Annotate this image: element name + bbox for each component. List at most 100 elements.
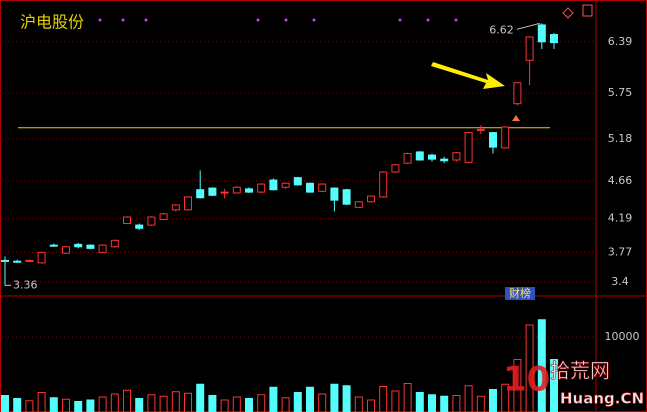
volume-bar [13, 397, 22, 412]
candle-body [525, 36, 534, 61]
volume-bar [379, 385, 388, 412]
volume-bar [391, 390, 400, 412]
candle-body [74, 243, 83, 248]
candle-body [476, 128, 485, 131]
volume-bar [25, 400, 34, 412]
volume-bar [184, 392, 192, 412]
watermark: 10 拾荒网 Huang.CN [503, 358, 644, 408]
volume-bar [62, 398, 70, 412]
volume-bar [232, 396, 241, 412]
volume-bar [306, 386, 314, 412]
candle-body [293, 177, 302, 186]
candle-body [49, 244, 58, 247]
volume-bar [135, 397, 144, 412]
volume-bar [354, 396, 363, 412]
volume-bar [440, 395, 449, 412]
volume-bar [49, 397, 58, 412]
y-tick-label: 5.75 [608, 86, 633, 99]
candle-body [550, 34, 558, 44]
plot: 3.4 3.77 4.19 4.66 5.18 5.75 6.39 10000 6.62 3.36… [0, 22, 644, 412]
candle-body [62, 246, 70, 254]
leader [516, 22, 540, 30]
candle-body [159, 213, 168, 220]
volume-bar [452, 394, 461, 412]
candle-body [1, 259, 9, 262]
candle-body [391, 164, 400, 173]
y-tick-label: 3.77 [608, 245, 633, 258]
volume-bar [513, 358, 522, 412]
candle-body [232, 186, 241, 194]
volume-bar [171, 391, 180, 412]
candle-body [269, 179, 278, 191]
volume-bar [318, 393, 327, 412]
candle-body [257, 183, 266, 193]
candle-body [245, 188, 253, 193]
volume-bar [196, 383, 205, 412]
candle-body [513, 82, 522, 105]
volume-bar [208, 394, 217, 412]
volume-bar [147, 394, 156, 412]
volume-tick-label: 10000 [605, 330, 640, 343]
candle-body [501, 126, 510, 149]
candle-body [415, 151, 424, 161]
volume-bar [464, 385, 473, 412]
volume-bar [269, 386, 278, 412]
y-tick-label: 6.39 [608, 35, 633, 48]
low-label: 3.36 [13, 278, 38, 291]
volume-bar [476, 395, 485, 412]
volume-bar [110, 393, 119, 412]
chart-title: 沪电股份 [20, 13, 84, 32]
candle-body [110, 239, 119, 248]
candle-body [330, 187, 339, 201]
high-label: 6.62 [489, 23, 514, 36]
badge-text: 财榜 [509, 286, 531, 300]
volume-bar [86, 399, 95, 412]
watermark-number: 10 [503, 360, 550, 400]
badge-box [505, 287, 535, 300]
candle-body [208, 187, 217, 196]
volume-bar [330, 383, 339, 412]
candle-body [452, 152, 461, 161]
volume-bar [428, 394, 436, 412]
volume-bar [415, 391, 424, 412]
arrow [431, 62, 505, 89]
candle-body [354, 201, 363, 208]
badge: 财榜 [505, 286, 535, 300]
volume-bar [342, 385, 351, 412]
volume-bar [159, 395, 168, 412]
candle-body [123, 216, 131, 224]
volume-bar [245, 397, 253, 412]
candle-body [25, 259, 34, 262]
diamond-icon [562, 7, 574, 19]
candle-body [428, 154, 436, 160]
candle-body [86, 244, 95, 249]
y-tick-label: 5.18 [608, 132, 633, 145]
volume-bar [550, 358, 558, 412]
box-icon [582, 4, 593, 17]
volume-bar [98, 396, 107, 412]
volume-bar [123, 389, 131, 412]
candle-body [98, 244, 107, 253]
candle-body [489, 132, 497, 148]
volume-bar [293, 391, 302, 412]
candle-body [537, 24, 546, 43]
y-tick-label: 4.19 [608, 212, 633, 225]
candle-body [342, 189, 351, 205]
y-tick-label: 3.4 [611, 275, 629, 288]
volume-bar [281, 397, 290, 412]
candle-body [37, 251, 46, 264]
volume-bar [257, 394, 266, 412]
candle-body [403, 153, 412, 164]
volume-bar [403, 382, 412, 412]
watermark-name: 拾荒网 [550, 359, 610, 383]
candle-body [220, 191, 229, 194]
watermark-site: Huang.CN [560, 390, 644, 408]
candle-body [196, 189, 205, 199]
candle-body [13, 260, 22, 263]
volume-bar [37, 391, 46, 412]
volume-bar [537, 319, 546, 412]
volume-bar [74, 400, 83, 412]
